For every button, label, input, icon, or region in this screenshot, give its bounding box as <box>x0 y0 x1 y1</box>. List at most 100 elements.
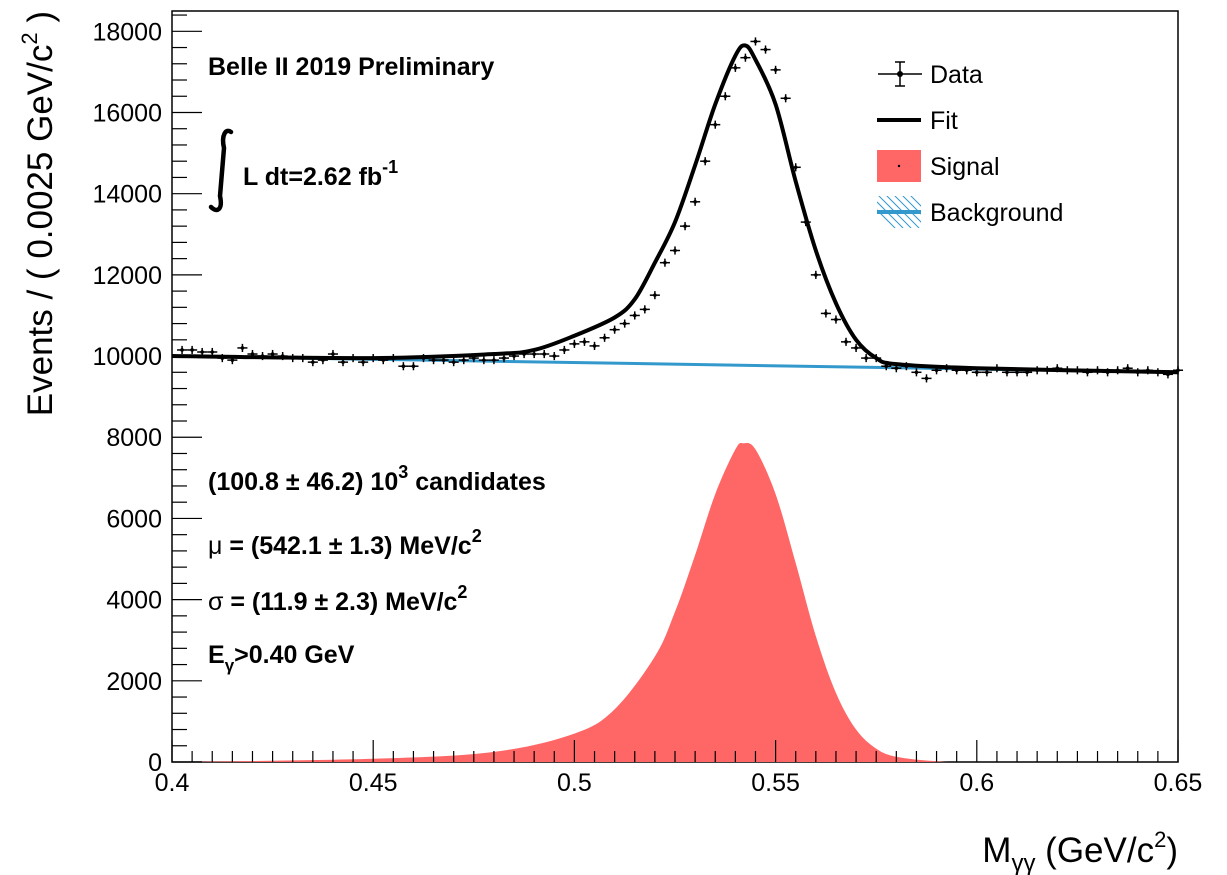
data-point <box>579 337 590 346</box>
candidates-text: (100.8 ± 46.2) 10 <box>208 468 398 496</box>
data-point <box>971 368 982 377</box>
data-point <box>830 315 841 324</box>
data-point <box>519 349 530 359</box>
data-point <box>589 341 600 350</box>
y-tick-label: 8000 <box>106 424 162 452</box>
mu-sup: 2 <box>472 526 482 546</box>
data-point <box>629 311 640 320</box>
data-point <box>1112 366 1123 375</box>
data-point <box>961 366 972 375</box>
x-tick-label: 0.4 <box>155 769 190 797</box>
data-point <box>1032 366 1043 375</box>
data-point <box>317 356 328 365</box>
data-point <box>1052 364 1063 373</box>
egamma-label: Eγ>0.40 GeV <box>208 641 355 675</box>
x-tick-label: 0.55 <box>751 769 800 797</box>
x-axis-title-unit: (GeV/c <box>1035 831 1154 870</box>
data-points <box>177 37 1184 383</box>
y-axis-title-main: Events / ( 0.0025 GeV/c <box>21 45 60 417</box>
data-point <box>891 364 902 373</box>
data-point <box>820 309 831 318</box>
data-point <box>790 163 801 172</box>
y-tick-label: 12000 <box>92 262 162 290</box>
data-point <box>297 354 308 363</box>
sigma-sup: 2 <box>457 582 467 602</box>
data-point <box>237 343 248 352</box>
data-point <box>911 368 922 377</box>
data-point <box>710 120 721 129</box>
x-axis-title: Mγγ (GeV/c2) <box>982 827 1178 875</box>
data-point <box>187 345 198 355</box>
sigma-symbol: σ <box>208 588 224 616</box>
data-point <box>1012 368 1023 377</box>
y-tick-label: 6000 <box>106 505 162 533</box>
data-point <box>991 364 1002 373</box>
data-point <box>1122 364 1133 373</box>
data-point <box>498 354 510 363</box>
mu-symbol: μ <box>208 532 222 560</box>
legend-signal-marker <box>877 150 921 182</box>
data-point <box>921 374 932 383</box>
legend: Data Fit Signal Background <box>877 61 1063 228</box>
data-point <box>981 368 992 377</box>
egamma-suffix: >0.40 GeV <box>234 641 355 669</box>
data-point <box>398 362 409 371</box>
data-point <box>901 362 912 371</box>
data-point <box>599 333 610 342</box>
egamma-sub: γ <box>225 656 235 675</box>
data-point <box>770 65 781 74</box>
sigma-label: σ = (11.9 ± 2.3) MeV/c2 <box>208 582 467 616</box>
data-point <box>1042 366 1053 375</box>
data-point <box>760 45 771 54</box>
data-point <box>619 319 630 328</box>
data-point <box>941 364 952 373</box>
y-axis-ticks: 0 2000 4000 6000 8000 10000 12000 14000 16000 180… <box>92 14 202 777</box>
x-axis-title-sup: 2 <box>1154 827 1166 852</box>
data-point <box>549 351 560 361</box>
x-tick-label: 0.5 <box>557 769 592 797</box>
data-point <box>1152 368 1163 377</box>
y-tick-label: 16000 <box>92 99 162 127</box>
data-point <box>800 218 811 227</box>
data-point <box>177 345 188 355</box>
data-point <box>227 356 238 365</box>
data-point <box>257 351 268 361</box>
data-point <box>539 349 550 359</box>
data-point <box>700 157 711 166</box>
data-point <box>750 37 761 46</box>
data-point <box>690 197 701 206</box>
y-axis-title-end: ) <box>21 11 60 32</box>
data-point <box>247 349 258 359</box>
data-point <box>378 356 389 365</box>
data-point <box>1172 366 1184 375</box>
luminosity-sup: -1 <box>382 157 398 177</box>
data-point <box>1082 368 1093 377</box>
data-point <box>1142 366 1153 375</box>
luminosity-text: L dt=2.62 fb <box>243 163 382 191</box>
data-point <box>780 94 791 103</box>
data-point <box>358 358 369 367</box>
luminosity-label: L dt=2.62 fb-1 <box>243 157 398 191</box>
x-tick-label: 0.65 <box>1154 769 1203 797</box>
data-point <box>1162 370 1173 379</box>
data-point <box>1132 368 1143 377</box>
data-point <box>720 92 731 101</box>
data-point <box>448 358 459 367</box>
y-tick-label: 2000 <box>106 668 162 696</box>
y-tick-label: 0 <box>148 749 162 777</box>
y-tick-label: 14000 <box>92 181 162 209</box>
legend-fit-label: Fit <box>930 107 958 135</box>
data-point <box>468 354 479 363</box>
data-point <box>1062 366 1073 375</box>
data-point <box>509 351 520 361</box>
data-point <box>730 63 741 72</box>
data-point <box>458 356 469 365</box>
y-axis-title: Events / ( 0.0025 GeV/c2 ) <box>17 11 60 416</box>
data-point <box>327 349 338 359</box>
candidates-sup: 3 <box>398 462 408 482</box>
signal-area <box>172 443 1178 763</box>
data-point <box>217 354 228 363</box>
chart-title: Belle II 2019 Preliminary <box>208 53 494 81</box>
data-point <box>368 354 379 363</box>
data-point <box>1022 368 1033 377</box>
